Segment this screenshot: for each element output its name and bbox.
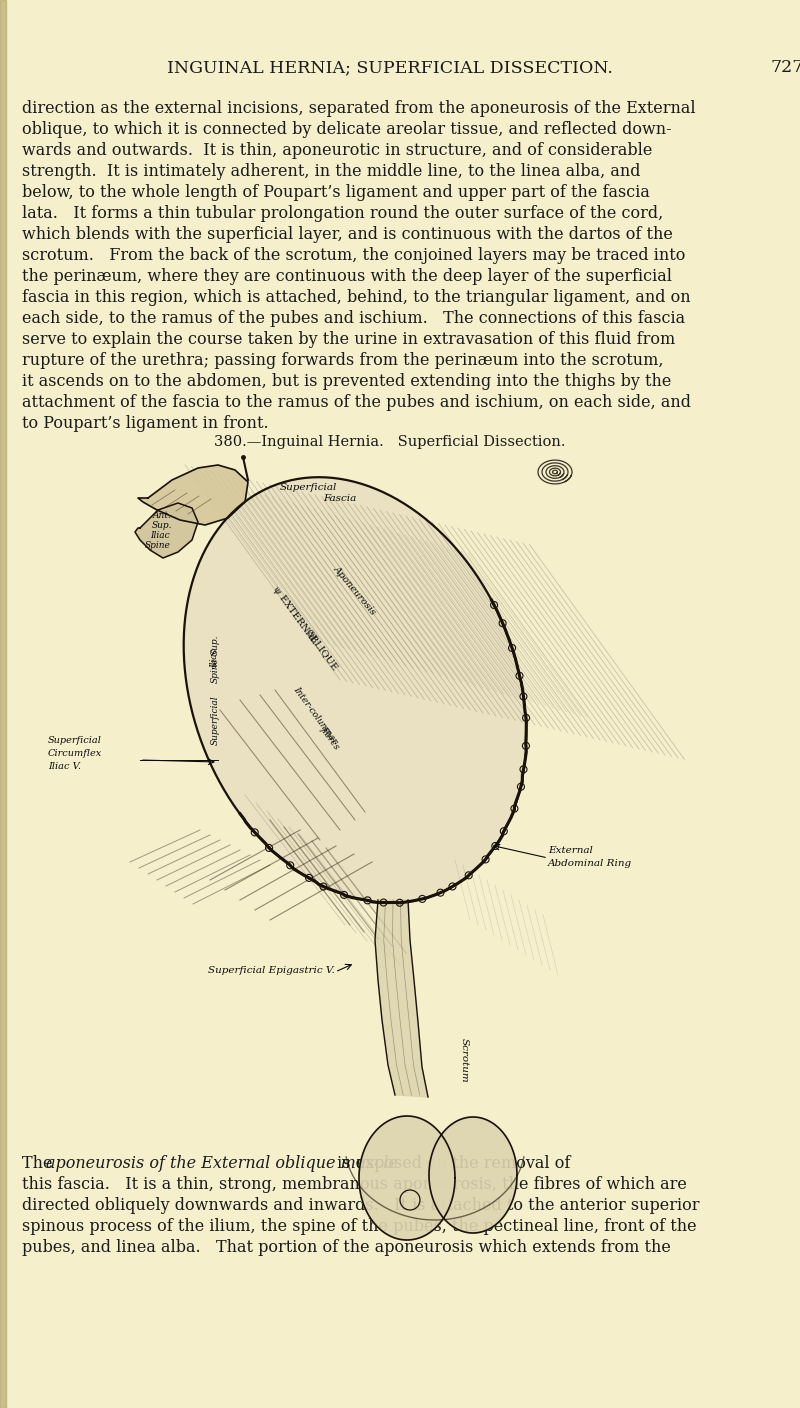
Polygon shape <box>184 477 526 903</box>
Text: spinous process of the ilium, the spine of the pubes, the pectineal line, front : spinous process of the ilium, the spine … <box>22 1218 697 1235</box>
Text: OBLIQUE: OBLIQUE <box>304 628 340 673</box>
Text: Spine: Spine <box>210 658 219 683</box>
Text: Superficial: Superficial <box>279 483 337 491</box>
Polygon shape <box>359 1117 455 1240</box>
Text: Aponeurosis: Aponeurosis <box>332 563 378 617</box>
Text: lata.   It forms a thin tubular prolongation round the outer surface of the cord: lata. It forms a thin tubular prolongati… <box>22 206 663 222</box>
Text: Inter-columnar: Inter-columnar <box>291 684 338 745</box>
Text: Superficial Epigastric V.: Superficial Epigastric V. <box>208 966 334 974</box>
Text: Iliac V.: Iliac V. <box>48 762 81 772</box>
Text: The: The <box>22 1155 58 1171</box>
Text: aponeurosis of the External oblique muscle: aponeurosis of the External oblique musc… <box>46 1155 398 1171</box>
Text: Abdominal Ring: Abdominal Ring <box>548 859 632 867</box>
Text: oblique, to which it is connected by delicate areolar tissue, and reflected down: oblique, to which it is connected by del… <box>22 121 672 138</box>
Text: attachment of the fascia to the ramus of the pubes and ischium, on each side, an: attachment of the fascia to the ramus of… <box>22 394 691 411</box>
Text: Spine: Spine <box>145 541 171 551</box>
Polygon shape <box>375 900 428 1097</box>
Text: Sup.: Sup. <box>152 521 172 529</box>
Text: ψ EXTERNAL: ψ EXTERNAL <box>271 584 318 645</box>
Text: pubes, and linea alba.   That portion of the aponeurosis which extends from the: pubes, and linea alba. That portion of t… <box>22 1239 671 1256</box>
Text: this fascia.   It is a thin, strong, membranous aponeurosis, the fibres of which: this fascia. It is a thin, strong, membr… <box>22 1176 687 1193</box>
Text: to Poupart’s ligament in front.: to Poupart’s ligament in front. <box>22 415 269 432</box>
Text: direction as the external incisions, separated from the aponeurosis of the Exter: direction as the external incisions, sep… <box>22 100 696 117</box>
Text: each side, to the ramus of the pubes and ischium.   The connections of this fasc: each side, to the ramus of the pubes and… <box>22 310 685 327</box>
Text: the perinæum, where they are continuous with the deep layer of the superficial: the perinæum, where they are continuous … <box>22 268 672 284</box>
Text: fascia in this region, which is attached, behind, to the triangular ligament, an: fascia in this region, which is attached… <box>22 289 690 306</box>
Text: which blends with the superficial layer, and is continuous with the dartos of th: which blends with the superficial layer,… <box>22 227 673 244</box>
Text: Sup.: Sup. <box>210 635 219 655</box>
Text: Circumflex: Circumflex <box>48 749 102 758</box>
Text: INGUINAL HERNIA; SUPERFICIAL DISSECTION.: INGUINAL HERNIA; SUPERFICIAL DISSECTION. <box>167 59 613 76</box>
Text: Ant.: Ant. <box>153 511 171 520</box>
Text: it ascends on to the abdomen, but is prevented extending into the thighs by the: it ascends on to the abdomen, but is pre… <box>22 373 671 390</box>
Text: directed obliquely downwards and inwards.   It is attached to the anterior super: directed obliquely downwards and inwards… <box>22 1197 699 1214</box>
Polygon shape <box>138 465 248 525</box>
Text: scrotum.   From the back of the scrotum, the conjoined layers may be traced into: scrotum. From the back of the scrotum, t… <box>22 246 686 265</box>
Text: is exposed on the removal of: is exposed on the removal of <box>332 1155 570 1171</box>
Text: fibres: fibres <box>318 725 342 752</box>
Polygon shape <box>135 503 198 558</box>
Text: wards and outwards.  It is thin, aponeurotic in structure, and of considerable: wards and outwards. It is thin, aponeuro… <box>22 142 652 159</box>
Text: 727: 727 <box>770 59 800 76</box>
Text: Superficial: Superficial <box>210 696 219 745</box>
Text: serve to explain the course taken by the urine in extravasation of this fluid fr: serve to explain the course taken by the… <box>22 331 675 348</box>
Text: below, to the whole length of Poupart’s ligament and upper part of the fascia: below, to the whole length of Poupart’s … <box>22 184 650 201</box>
Text: rupture of the urethra; passing forwards from the perinæum into the scrotum,: rupture of the urethra; passing forwards… <box>22 352 663 369</box>
Text: Iliac: Iliac <box>210 648 219 667</box>
Text: External: External <box>548 846 593 855</box>
Text: Fascia: Fascia <box>323 494 357 503</box>
Text: Scrotum: Scrotum <box>460 1038 469 1083</box>
Text: Superficial: Superficial <box>48 736 102 745</box>
Polygon shape <box>429 1117 517 1233</box>
Text: strength.  It is intimately adherent, in the middle line, to the linea alba, and: strength. It is intimately adherent, in … <box>22 163 641 180</box>
Text: Iliac: Iliac <box>150 531 170 541</box>
Text: 380.—Inguinal Hernia.   Superficial Dissection.: 380.—Inguinal Hernia. Superficial Dissec… <box>214 435 566 449</box>
